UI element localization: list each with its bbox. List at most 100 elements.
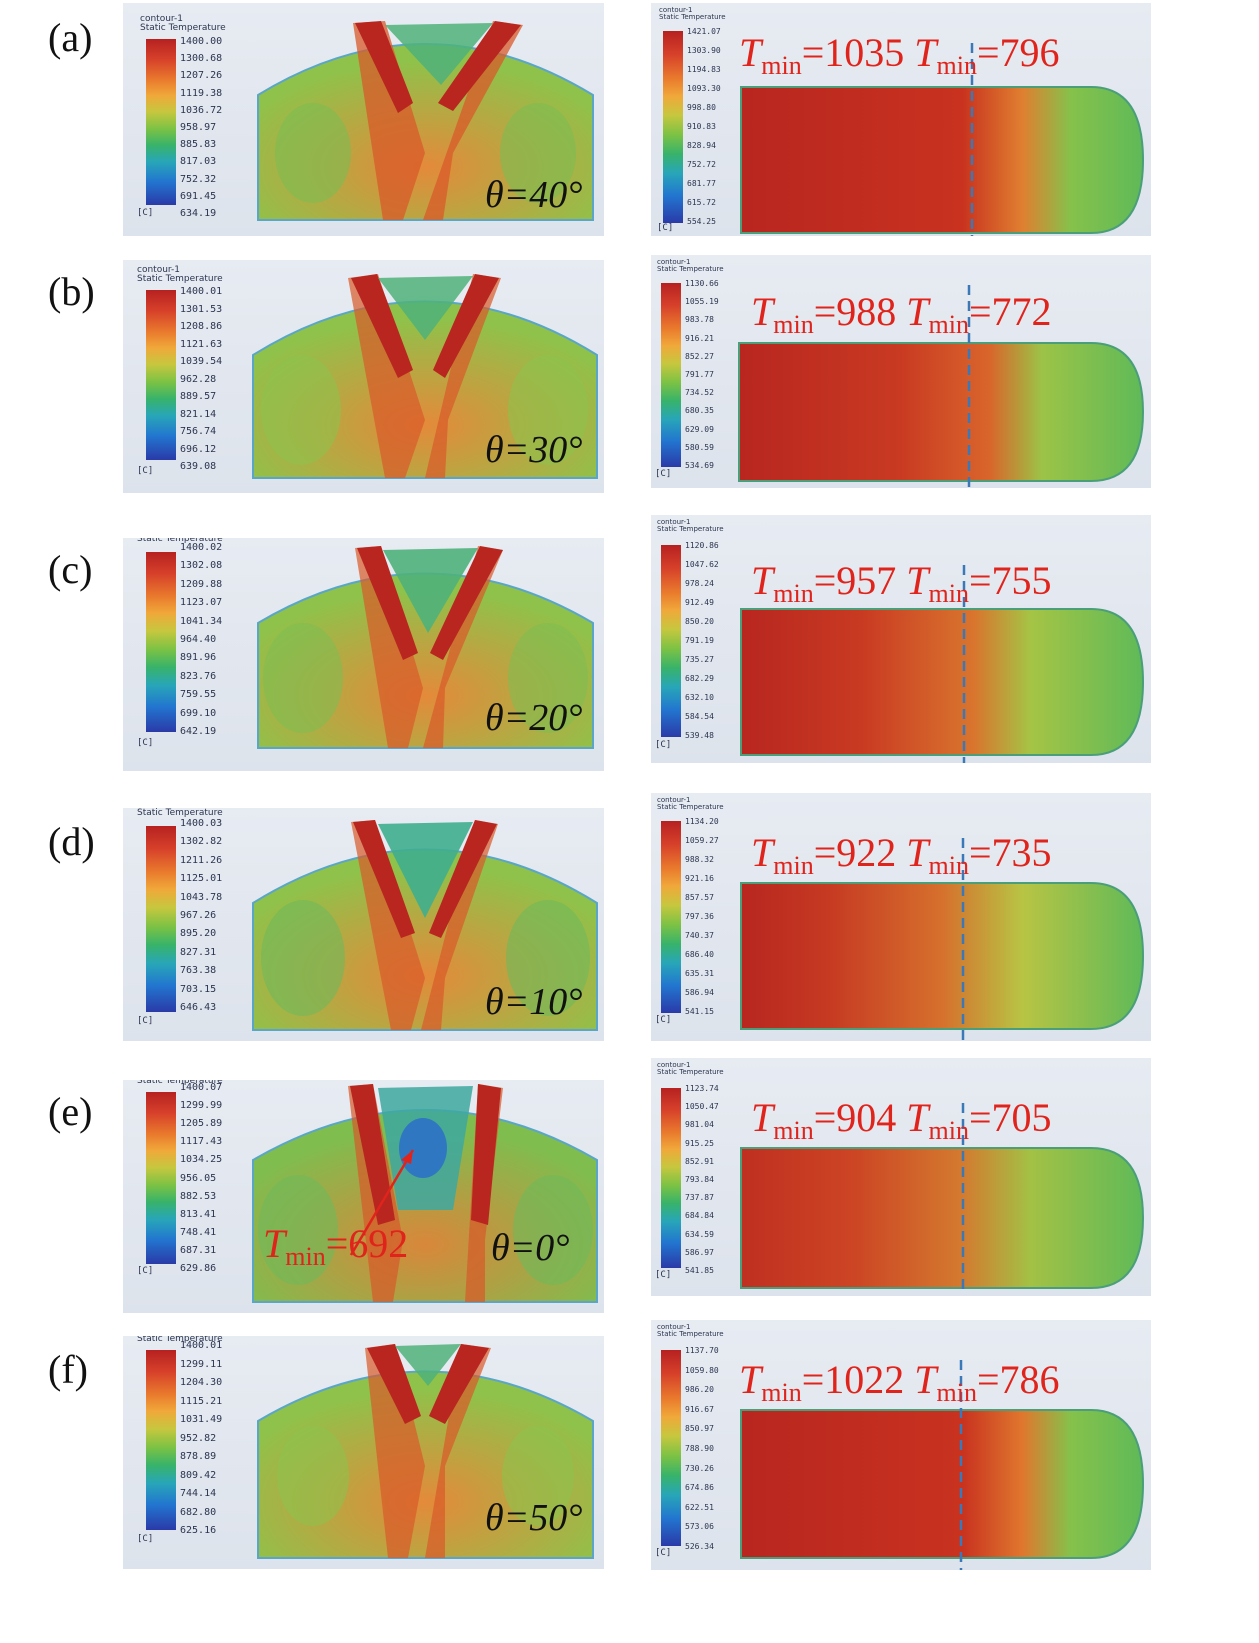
colorbar-tick-label: 629.86 [180,1263,217,1274]
colorbar-tick-label: 748.41 [180,1226,217,1238]
colorbar-tick-label: 734.52 [685,388,714,398]
colorbar-tick-label: 646.43 [180,1002,217,1013]
colorbar-tick-label: 1123.07 [180,597,223,609]
colorbar-tick-label: 681.77 [687,179,716,188]
colorbar-tick-label: 635.31 [685,969,714,978]
colorbar-tick-label: 852.91 [685,1156,714,1166]
panel-label-e: (e) [48,1089,93,1134]
colorbar-tick-label: 1299.11 [180,1358,223,1370]
legend-header: contour-1 Static Temperature [137,808,223,818]
colorbar-tick-label: 622.51 [685,1502,714,1512]
colorbar-tick-label: 526.34 [685,1542,714,1551]
right-contour-plot-e: contour-1 Static Temperature [C] Tmin=90… [651,1058,1151,1296]
colorbar-tick-label: 791.77 [685,370,714,379]
colorbar-tick-label: 684.84 [685,1211,714,1221]
colorbar-tick-label: 1400.01 [180,1340,223,1351]
legend-header: contour-1 Static Temperature [659,6,726,21]
colorbar-tick-label: 740.37 [685,931,714,940]
colorbar-tick-label: 763.38 [180,965,217,977]
colorbar-tick-label: 687.31 [180,1244,217,1256]
colorbar-tick-label: 1400.00 [180,36,223,47]
unit-label: [C] [655,1270,672,1280]
colorbar-tick-label: 1050.47 [685,1102,719,1112]
colorbar-tick-label: 1299.99 [180,1100,223,1112]
colorbar-tick-label: 967.26 [180,910,217,921]
colorbar-tick-label: 730.26 [685,1463,714,1473]
theta-label-e: θ=0° [491,1227,570,1269]
contour-field [738,285,1145,488]
colorbar-tick-label: 629.09 [685,424,714,434]
theta-label-c: θ=20° [485,697,583,739]
unit-label: [C] [137,738,154,748]
colorbar-tick-label: 882.53 [180,1190,217,1202]
legend-header: contour-1 Static Temperature [657,796,724,811]
colorbar-tick-label: 809.42 [180,1469,217,1481]
colorbar-tick-label: 1047.62 [685,560,719,569]
colorbar [663,31,683,223]
legend-header: contour-1 Static Temperature [137,1080,223,1086]
colorbar-tick-label: 691.45 [180,190,217,202]
legend-header: contour-1 Static Temperature [137,265,223,284]
legend-header: contour-1 Static Temperature [657,518,724,533]
panel-label-c: (c) [48,547,93,592]
colorbar [661,1350,681,1546]
colorbar-tick-label: 696.12 [180,443,217,455]
contour-field [257,21,594,221]
colorbar-tick-label: 1043.78 [180,891,223,903]
colorbar-tick-label: 958.97 [180,122,217,133]
colorbar-tick-label: 1204.30 [180,1377,223,1388]
colorbar-tick-label: 1134.20 [685,817,719,826]
colorbar-tick-label: 539.48 [685,731,714,740]
contour-field [257,1344,594,1559]
colorbar-tick-label: 986.20 [685,1385,714,1395]
colorbar-tick-label: 878.89 [180,1451,217,1462]
colorbar [661,821,681,1013]
legend-header: contour-1 Static Temperature [657,258,724,273]
colorbar-tick-label: 889.57 [180,391,217,402]
colorbar-tick-label: 1059.27 [685,836,719,845]
contour-field [252,1084,598,1303]
colorbar-tick-label: 554.25 [687,217,716,226]
right-contour-plot-c: contour-1 Static Temperature [C] Tmin=95… [651,515,1151,763]
unit-label: [C] [655,740,672,750]
colorbar-tick-label: 1400.01 [180,286,223,297]
colorbar-tick-label: 744.14 [180,1488,217,1499]
colorbar-tick-label: 752.32 [180,173,217,185]
panel-label-f: (f) [48,1347,88,1392]
left-contour-plot-b: contour-1 Static Temperature [C] θ=30° 1… [123,260,604,493]
panel-label-b: (b) [48,269,95,314]
colorbar-tick-label: 580.59 [685,442,714,452]
colorbar-tick-label: 827.31 [180,946,217,958]
legend-header: contour-1 Static Temperature [137,1336,223,1344]
colorbar-tick-label: 1208.86 [180,321,223,332]
contour-field [740,1103,1145,1294]
colorbar [661,545,681,737]
contour-field [740,1360,1145,1570]
colorbar-tick-label: 680.35 [685,406,714,416]
colorbar-tick-label: 1207.26 [180,70,223,82]
colorbar-tick-label: 1421.07 [687,27,721,36]
legend-header: contour-1 Static Temperature [140,14,226,33]
colorbar-tick-label: 916.67 [685,1404,714,1414]
tmin-pair-d: Tmin=922 Tmin=735 [751,830,1052,880]
contour-field [252,820,598,1031]
colorbar-tick-label: 1123.74 [685,1084,719,1093]
colorbar-tick-label: 1302.08 [180,560,223,572]
colorbar-tick-label: 625.16 [180,1525,217,1536]
colorbar [146,826,176,1012]
unit-label: [C] [657,223,674,233]
panel-label-a: (a) [48,15,93,60]
colorbar-tick-label: 788.90 [685,1444,714,1453]
colorbar-tick-label: 682.80 [180,1506,217,1518]
left-contour-plot-d: contour-1 Static Temperature [C] θ=10° 1… [123,808,604,1041]
colorbar-tick-label: 978.24 [685,579,714,588]
colorbar-tick-label: 797.36 [685,912,714,921]
contour-field [740,838,1145,1041]
colorbar-tick-label: 998.80 [687,103,716,112]
colorbar-tick-label: 1302.82 [180,836,223,848]
colorbar-tick-label: 981.04 [685,1120,714,1130]
tmin-inplot-e: Tmin=692 [263,1221,409,1271]
colorbar-tick-label: 793.84 [685,1175,714,1184]
colorbar-tick-label: 1119.38 [180,87,223,99]
right-contour-plot-a: contour-1 Static Temperature [C] Tmin=10… [651,3,1151,236]
